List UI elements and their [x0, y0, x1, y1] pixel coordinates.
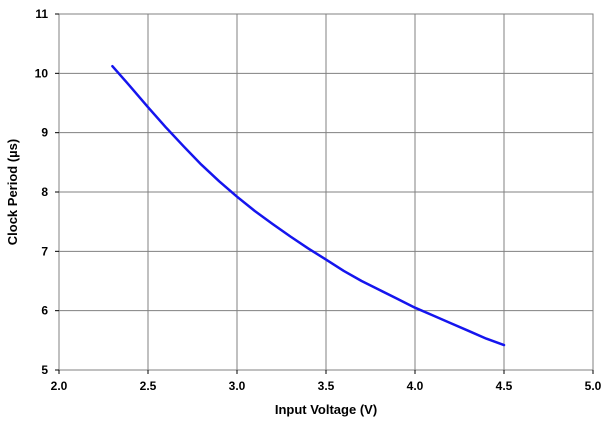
series-line-0 [111, 64, 506, 347]
y-axis-title: Clock Period (µs) [5, 139, 20, 245]
x-tick-label: 3.0 [229, 379, 246, 393]
x-tick-label: 5.0 [585, 379, 602, 393]
y-tick-label: 6 [41, 304, 48, 318]
axis-ticks [55, 13, 594, 374]
y-tick-label: 11 [35, 7, 48, 21]
x-axis-title: Input Voltage (V) [275, 402, 377, 417]
x-tick-label: 3.5 [318, 379, 335, 393]
y-tick-label: 10 [35, 66, 49, 80]
y-tick-label: 9 [41, 126, 48, 140]
x-tick-label: 4.5 [496, 379, 513, 393]
series-layer [111, 64, 506, 347]
y-tick-label: 8 [41, 185, 48, 199]
grid [58, 13, 594, 371]
x-tick-label: 2.0 [51, 379, 68, 393]
x-tick-label: 4.0 [407, 379, 424, 393]
tick-labels: 2.0 2.5 3.0 3.5 4.0 4.5 5.0 5 6 7 8 9 10 11 [35, 7, 602, 393]
y-tick-label: 5 [41, 363, 48, 377]
y-tick-label: 7 [41, 244, 48, 258]
x-tick-label: 2.5 [140, 379, 157, 393]
